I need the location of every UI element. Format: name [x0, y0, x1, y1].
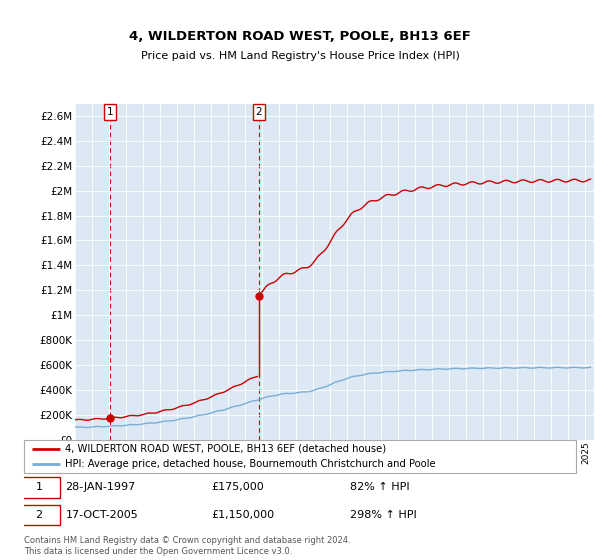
- Text: 2: 2: [35, 510, 43, 520]
- Text: 28-JAN-1997: 28-JAN-1997: [65, 483, 136, 492]
- Text: 1: 1: [107, 107, 113, 117]
- Text: 82% ↑ HPI: 82% ↑ HPI: [350, 483, 409, 492]
- Text: Price paid vs. HM Land Registry's House Price Index (HPI): Price paid vs. HM Land Registry's House …: [140, 51, 460, 61]
- Text: 298% ↑ HPI: 298% ↑ HPI: [350, 510, 416, 520]
- FancyBboxPatch shape: [19, 477, 60, 498]
- FancyBboxPatch shape: [24, 440, 576, 473]
- Text: £1,150,000: £1,150,000: [212, 510, 275, 520]
- Text: 17-OCT-2005: 17-OCT-2005: [65, 510, 138, 520]
- Text: 4, WILDERTON ROAD WEST, POOLE, BH13 6EF: 4, WILDERTON ROAD WEST, POOLE, BH13 6EF: [129, 30, 471, 43]
- FancyBboxPatch shape: [19, 505, 60, 525]
- Text: Contains HM Land Registry data © Crown copyright and database right 2024.
This d: Contains HM Land Registry data © Crown c…: [24, 536, 350, 556]
- Text: 1: 1: [35, 483, 43, 492]
- Text: HPI: Average price, detached house, Bournemouth Christchurch and Poole: HPI: Average price, detached house, Bour…: [65, 459, 436, 469]
- Text: 4, WILDERTON ROAD WEST, POOLE, BH13 6EF (detached house): 4, WILDERTON ROAD WEST, POOLE, BH13 6EF …: [65, 444, 386, 454]
- Text: 2: 2: [255, 107, 262, 117]
- Text: £175,000: £175,000: [212, 483, 265, 492]
